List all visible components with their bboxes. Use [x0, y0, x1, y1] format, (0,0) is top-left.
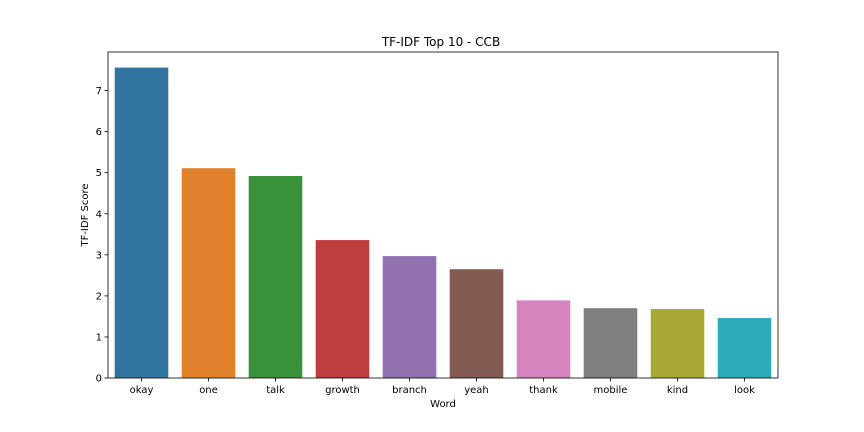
y-tick-label: 3	[96, 250, 102, 261]
bar-kind	[650, 309, 705, 378]
bar-yeah	[449, 269, 504, 378]
y-tick-label: 5	[96, 168, 102, 179]
x-tick-label: kind	[667, 385, 688, 396]
x-tick-label: one	[199, 385, 218, 396]
x-axis: okay one talk growth branch yeah thank mobile ki…	[130, 378, 755, 396]
y-axis: 0 1 2 3 4 5 6 7	[96, 86, 108, 385]
x-tick-label: okay	[130, 385, 154, 396]
x-tick-label: talk	[266, 385, 285, 396]
x-tick-label: thank	[529, 385, 558, 396]
bar-mobile	[583, 308, 638, 378]
bar-growth	[315, 240, 370, 378]
bars-group	[114, 67, 772, 378]
x-tick-label: look	[734, 385, 755, 396]
y-tick-label: 1	[96, 332, 102, 343]
x-tick-label: growth	[325, 385, 360, 396]
chart-title: TF-IDF Top 10 - CCB	[381, 35, 500, 49]
y-tick-label: 4	[96, 209, 102, 220]
x-axis-label: Word	[430, 399, 456, 410]
y-axis-label: TF-IDF Score	[80, 183, 91, 247]
x-tick-label: yeah	[464, 385, 489, 396]
y-tick-label: 2	[96, 291, 102, 302]
bar-branch	[382, 256, 437, 378]
bar-talk	[248, 175, 303, 378]
bar-look	[717, 318, 772, 378]
x-tick-label: branch	[392, 385, 427, 396]
y-tick-label: 6	[96, 127, 102, 138]
bar-one	[181, 168, 236, 378]
bar-thank	[516, 300, 571, 378]
y-tick-label: 7	[96, 86, 102, 97]
x-tick-label: mobile	[594, 385, 628, 396]
plot-frame	[107, 51, 779, 379]
bar-okay	[114, 67, 169, 378]
y-tick-label: 0	[96, 374, 102, 385]
